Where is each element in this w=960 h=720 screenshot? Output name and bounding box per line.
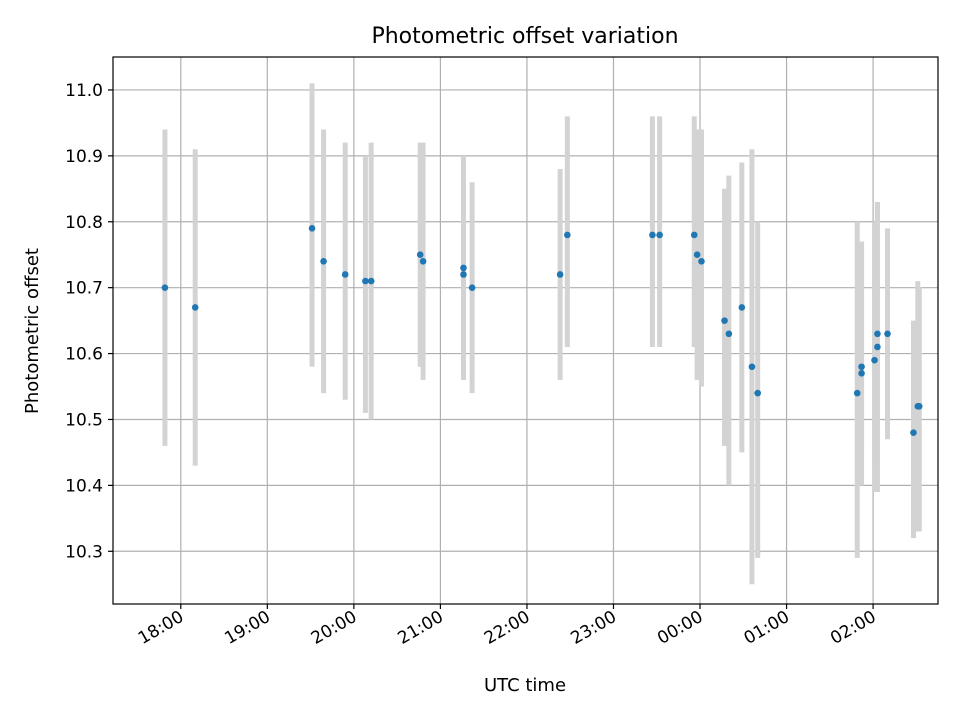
data-point (320, 258, 327, 265)
y-tick-label: 10.9 (65, 147, 103, 167)
data-point (649, 231, 656, 239)
axes-frame (112, 56, 939, 605)
data-point (656, 231, 663, 239)
y-tick-label: 10.4 (65, 476, 103, 496)
data-point (362, 277, 369, 285)
data-point (871, 356, 878, 364)
data-point (419, 258, 427, 265)
y-tick-label: 10.7 (65, 279, 103, 299)
data-point (308, 225, 316, 232)
y-tick-label: 10.8 (65, 213, 103, 233)
y-tick-label: 10.5 (65, 410, 103, 430)
data-point (564, 231, 571, 239)
data-points (161, 225, 923, 436)
data-point (161, 284, 169, 291)
y-tick-label: 10.6 (65, 345, 103, 365)
data-point (754, 389, 762, 397)
data-point (460, 264, 467, 272)
x-axis-label: UTC time (484, 675, 566, 696)
plot-background (113, 57, 938, 604)
plot-area (113, 57, 938, 604)
y-tick-label: 11.0 (65, 81, 103, 101)
data-point (460, 271, 467, 278)
data-point (725, 330, 733, 338)
data-point (874, 343, 881, 351)
data-point (721, 317, 728, 324)
data-point (858, 370, 865, 377)
y-axis-ticks: 10.3 10.4 10.5 10.6 10.7 10.8 10.9 11.0 (65, 81, 113, 562)
chart-title: Photometric offset variation (371, 24, 678, 49)
data-point (874, 330, 881, 338)
data-point (690, 231, 698, 239)
data-point (910, 429, 917, 436)
data-point (884, 330, 891, 338)
data-point (468, 284, 476, 291)
y-tick-label: 10.3 (65, 542, 103, 562)
axes-border (112, 56, 939, 605)
data-point (556, 271, 564, 278)
data-point (341, 271, 349, 278)
data-point (738, 304, 746, 311)
data-point (853, 389, 861, 397)
data-point (915, 402, 923, 410)
data-point (416, 251, 424, 259)
data-point (698, 258, 705, 265)
data-point (191, 304, 199, 311)
data-point (367, 277, 375, 285)
data-point (858, 363, 865, 371)
data-point (748, 363, 756, 371)
data-point (693, 251, 701, 259)
y-axis-label: Photometric offset (22, 248, 43, 414)
